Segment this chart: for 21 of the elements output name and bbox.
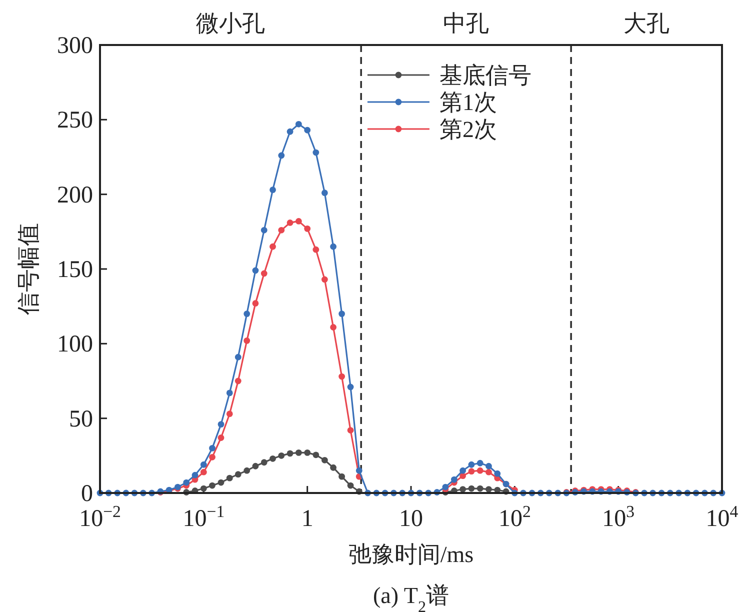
y-tick-label: 200	[57, 182, 93, 208]
y-tick-label: 150	[57, 257, 93, 283]
x-tick-label: 10$^{4}$	[706, 502, 739, 532]
text: 中孔	[443, 11, 490, 36]
x-tick-label: 10$^{2}$	[498, 502, 531, 532]
x-tick-label: 1	[301, 506, 314, 532]
x-tick-label: 10	[399, 506, 423, 532]
text: 大孔	[624, 11, 670, 36]
legend-label: 第1次	[439, 90, 497, 115]
x-axis-title: 弛豫时间/ms	[348, 542, 474, 567]
y-tick-label: 50	[69, 406, 93, 432]
y-tick-label: 300	[57, 33, 93, 59]
y-tick-label: 250	[57, 108, 93, 134]
y-axis-title: 信号幅值	[16, 223, 41, 315]
x-tick-label: 10$^{−1}$	[182, 502, 225, 532]
legend-label: 基底信号	[439, 63, 532, 88]
legend-label: 第2次	[439, 117, 497, 142]
text: (a) T$_{2}$谱	[373, 583, 449, 612]
y-tick-label: 100	[57, 332, 93, 358]
text: 微小孔	[196, 11, 266, 36]
x-tick-label: 10$^{3}$	[602, 502, 635, 532]
